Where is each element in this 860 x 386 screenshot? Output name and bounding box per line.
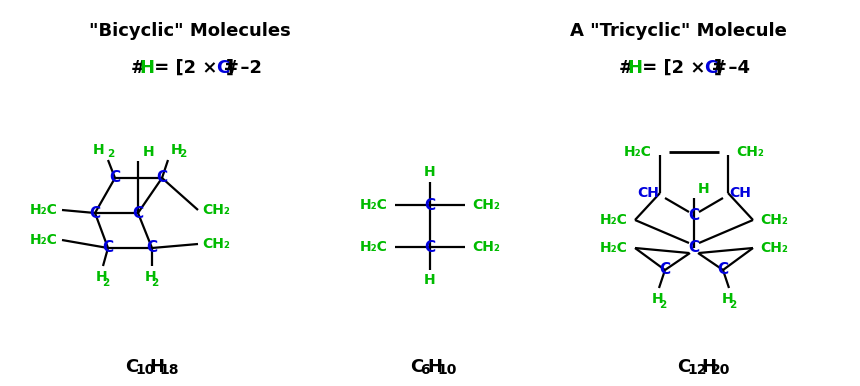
Text: CH₂: CH₂ bbox=[472, 240, 500, 254]
Text: #: # bbox=[131, 59, 146, 77]
Text: 12: 12 bbox=[687, 363, 707, 377]
Text: 18: 18 bbox=[159, 363, 179, 377]
Text: 10: 10 bbox=[438, 363, 457, 377]
Text: 2: 2 bbox=[660, 300, 666, 310]
Text: H: H bbox=[424, 273, 436, 287]
Text: ] –2: ] –2 bbox=[226, 59, 262, 77]
Text: H₂C: H₂C bbox=[30, 233, 58, 247]
Text: H: H bbox=[652, 292, 664, 306]
Text: 10: 10 bbox=[135, 363, 155, 377]
Text: H: H bbox=[92, 143, 104, 157]
Text: = [2 × #: = [2 × # bbox=[148, 59, 239, 77]
Text: H: H bbox=[627, 59, 642, 77]
Text: C: C bbox=[109, 171, 120, 186]
Text: H: H bbox=[701, 358, 716, 376]
Text: C: C bbox=[125, 358, 138, 376]
Text: H: H bbox=[171, 143, 182, 157]
Text: A "Tricyclic" Molecule: A "Tricyclic" Molecule bbox=[569, 22, 786, 40]
Text: H: H bbox=[698, 182, 710, 196]
Text: H: H bbox=[722, 292, 734, 306]
Text: CH: CH bbox=[637, 186, 659, 200]
Text: CH₂: CH₂ bbox=[472, 198, 500, 212]
Text: H₂C: H₂C bbox=[30, 203, 58, 217]
Text: C: C bbox=[102, 240, 114, 256]
Text: C: C bbox=[89, 205, 101, 220]
Text: CH₂: CH₂ bbox=[202, 237, 230, 251]
Text: H: H bbox=[149, 358, 164, 376]
Text: C: C bbox=[157, 171, 168, 186]
Text: C: C bbox=[689, 240, 699, 256]
Text: C: C bbox=[660, 262, 671, 278]
Text: C: C bbox=[677, 358, 691, 376]
Text: C: C bbox=[410, 358, 424, 376]
Text: 2: 2 bbox=[729, 300, 737, 310]
Text: C: C bbox=[689, 208, 699, 222]
Text: CH: CH bbox=[729, 186, 751, 200]
Text: H: H bbox=[96, 270, 108, 284]
Text: CH₂: CH₂ bbox=[760, 241, 788, 255]
Text: CH₂: CH₂ bbox=[736, 145, 764, 159]
Text: 2: 2 bbox=[151, 278, 158, 288]
Text: C: C bbox=[146, 240, 157, 256]
Text: C: C bbox=[216, 59, 230, 77]
Text: C: C bbox=[704, 59, 717, 77]
Text: 2: 2 bbox=[102, 278, 109, 288]
Text: CH₂: CH₂ bbox=[760, 213, 788, 227]
Text: 6: 6 bbox=[421, 363, 430, 377]
Text: #: # bbox=[619, 59, 634, 77]
Text: C: C bbox=[425, 198, 435, 213]
Text: C: C bbox=[717, 262, 728, 278]
Text: H: H bbox=[145, 270, 157, 284]
Text: H: H bbox=[424, 165, 436, 179]
Text: 20: 20 bbox=[711, 363, 730, 377]
Text: H₂C: H₂C bbox=[600, 213, 628, 227]
Text: H: H bbox=[427, 358, 443, 376]
Text: H: H bbox=[143, 145, 155, 159]
Text: CH₂: CH₂ bbox=[202, 203, 230, 217]
Text: C: C bbox=[425, 239, 435, 254]
Text: H: H bbox=[139, 59, 154, 77]
Text: H₂C: H₂C bbox=[360, 198, 388, 212]
Text: ] –4: ] –4 bbox=[714, 59, 750, 77]
Text: H₂C: H₂C bbox=[360, 240, 388, 254]
Text: "Bicyclic" Molecules: "Bicyclic" Molecules bbox=[89, 22, 291, 40]
Text: 2: 2 bbox=[179, 149, 187, 159]
Text: H₂C: H₂C bbox=[624, 145, 652, 159]
Text: H₂C: H₂C bbox=[600, 241, 628, 255]
Text: = [2 × #: = [2 × # bbox=[636, 59, 727, 77]
Text: C: C bbox=[132, 205, 144, 220]
Text: 2: 2 bbox=[107, 149, 114, 159]
